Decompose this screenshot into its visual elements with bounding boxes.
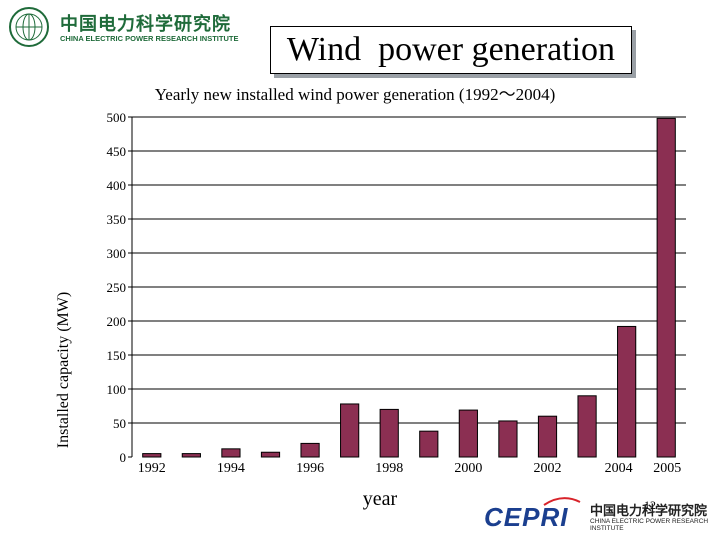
y-tick-label: 0 <box>120 450 127 465</box>
x-tick-label: 2000 <box>454 461 482 476</box>
bar-1997 <box>340 403 360 458</box>
bar-2002 <box>537 415 558 458</box>
y-tick-label: 200 <box>107 314 127 329</box>
bar-1995 <box>260 451 281 458</box>
bar-1999 <box>419 430 439 458</box>
x-tick-label: 1992 <box>138 461 166 476</box>
cepri-wordmark: CEPRI <box>484 502 569 532</box>
logo-chinese-name: 中国电力科学研究院 <box>60 14 231 35</box>
y-axis-label: Installed capacity (MW) <box>55 292 72 448</box>
cepri-english-name: CHINA ELECTRIC POWER RESEARCH INSTITUTE <box>590 518 709 532</box>
bar-2003 <box>577 395 597 458</box>
bar-1992 <box>142 453 162 458</box>
x-tick-label: 1994 <box>217 461 245 476</box>
y-tick-label: 100 <box>107 382 127 397</box>
y-tick-label: 50 <box>113 416 126 431</box>
x-axis-label: year <box>363 488 398 510</box>
slide-title: Wind power generation <box>270 26 632 74</box>
y-tick-label: 500 <box>107 110 127 125</box>
page-number: 12 <box>644 498 656 512</box>
globe-emblem-icon <box>9 7 49 47</box>
bar-1996 <box>300 442 320 458</box>
x-tick-label: 2002 <box>534 461 562 476</box>
x-tick-label: 2004 <box>605 461 633 476</box>
y-tick-label: 250 <box>107 280 127 295</box>
x-tick-label: 1998 <box>375 461 403 476</box>
x-tick-label: 1996 <box>296 461 324 476</box>
cepri-chinese-name: 中国电力科学研究院 <box>590 504 708 519</box>
y-axis-ticks: 0 50 100 150 200 250 300 350 400 450 500 <box>107 110 132 465</box>
bars <box>142 117 676 458</box>
cepri-swoosh-icon <box>543 497 581 506</box>
y-tick-label: 400 <box>107 178 127 193</box>
gridlines <box>131 116 686 457</box>
cepri-logo-top: 中国电力科学研究院 CHINA ELECTRIC POWER RESEARCH … <box>8 6 248 50</box>
y-tick-label: 350 <box>107 212 127 227</box>
x-tick-label: 2005 <box>653 461 681 476</box>
chart-title: Yearly new installed wind power generati… <box>155 85 556 104</box>
cepri-logo-bottom: CEPRI 中国电力科学研究院 CHINA ELECTRIC POWER RES… <box>480 496 716 536</box>
bar-2004 <box>617 325 637 458</box>
bar-1998 <box>379 408 399 458</box>
y-tick-label: 300 <box>107 246 127 261</box>
bar-1994 <box>221 448 241 458</box>
bar-2000 <box>458 409 478 458</box>
logo-english-name: CHINA ELECTRIC POWER RESEARCH INSTITUTE <box>60 34 239 43</box>
y-tick-label: 450 <box>107 144 127 159</box>
bar-2005 <box>656 117 676 458</box>
bar-1993 <box>181 453 201 458</box>
x-axis-ticks: 1992 1994 1996 1998 2000 2002 2004 2005 <box>138 461 681 476</box>
y-tick-label: 150 <box>107 348 127 363</box>
bar-2001 <box>498 420 518 458</box>
